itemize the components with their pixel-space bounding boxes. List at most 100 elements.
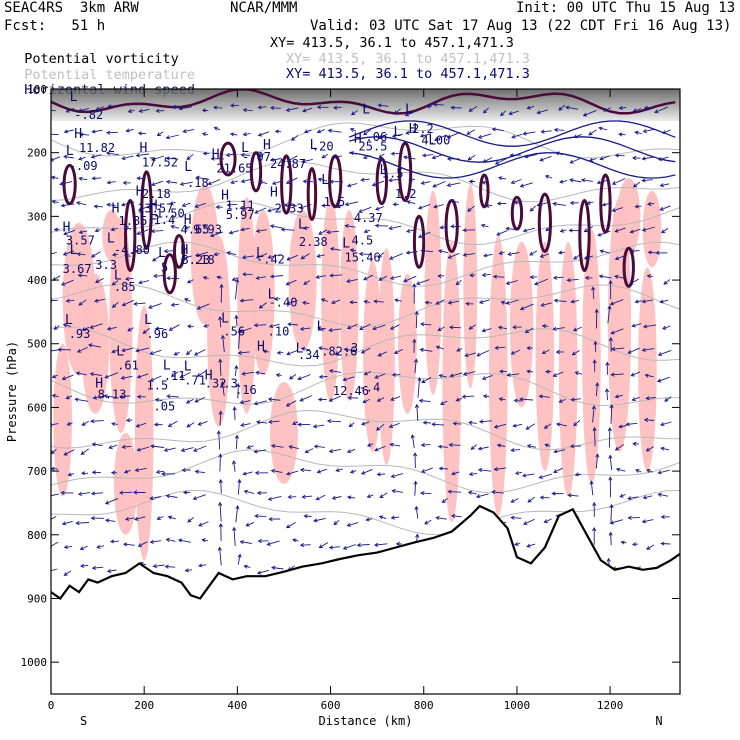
wind-arrow-17 — [302, 107, 313, 113]
annotation-letter-24: H — [112, 201, 120, 216]
wind-arrow-95 — [210, 156, 225, 161]
wind-arrow-498 — [592, 359, 597, 372]
wind-arrow-496 — [552, 371, 564, 377]
wind-arrow-440 — [343, 347, 356, 352]
wind-arrow-460 — [641, 347, 655, 352]
wind-arrow-401 — [389, 324, 400, 330]
wind-arrow-283 — [507, 251, 520, 257]
wind-arrow-463 — [61, 374, 74, 381]
annotation-value-28: 3.57 — [66, 233, 95, 247]
annotation-letter-17: L — [428, 133, 436, 148]
wind-arrow-137 — [207, 179, 221, 186]
wind-arrow-250 — [641, 226, 655, 232]
annotation-value-29: -4.80 — [114, 243, 150, 257]
wind-arrow-447 — [456, 347, 463, 352]
wind-arrow-355 — [331, 299, 341, 305]
wind-arrow-644 — [254, 470, 269, 475]
wind-arrow-558 — [232, 406, 237, 420]
wind-arrow-251 — [661, 227, 669, 234]
wind-arrow-269 — [300, 253, 310, 260]
wind-arrow-241 — [505, 226, 519, 231]
y-tick-label-0: 100 — [27, 83, 47, 96]
wind-arrow-207 — [634, 204, 642, 209]
y-tick-label-2: 300 — [27, 210, 47, 223]
wind-arrow-469 — [149, 375, 162, 382]
wind-arrow-201 — [536, 201, 549, 207]
wind-arrow-585 — [625, 422, 638, 427]
wind-contour-0 — [348, 120, 676, 147]
wind-arrow-594 — [136, 446, 150, 452]
wind-arrow-598 — [193, 445, 207, 452]
wind-arrow-293 — [655, 250, 668, 255]
wind-arrow-289 — [599, 249, 610, 254]
wind-arrow-266 — [255, 253, 268, 259]
wind-arrow-309 — [269, 274, 284, 279]
annotation-value-27: 1.4 — [154, 213, 176, 227]
wind-arrow-97 — [240, 152, 251, 158]
wind-arrow-555 — [186, 422, 195, 428]
pv-contour-1 — [140, 170, 153, 250]
wind-arrow-38 — [618, 105, 627, 111]
wind-arrow-108 — [403, 155, 416, 160]
wind-arrow-29 — [482, 107, 489, 114]
wind-arrow-720 — [134, 516, 146, 521]
wind-arrow-528 — [417, 376, 422, 398]
wind-arrow-372 — [591, 286, 596, 300]
annotation-value-4: 2.18 — [142, 187, 171, 201]
wind-arrow-333 — [628, 278, 639, 285]
wind-arrow-647 — [299, 467, 312, 473]
wind-arrow-801 — [91, 565, 104, 571]
wind-arrow-374 — [609, 299, 624, 306]
wind-arrow-142 — [285, 177, 298, 184]
wind-arrow-54 — [229, 132, 238, 137]
wind-arrow-405 — [448, 325, 462, 330]
wind-arrow-727 — [245, 521, 255, 527]
wind-arrow-368 — [519, 303, 534, 311]
wind-arrow-286 — [557, 250, 565, 255]
wind-arrow-73 — [511, 133, 523, 139]
wind-arrow-812 — [256, 569, 269, 575]
wind-arrow-247 — [597, 230, 611, 237]
x-axis-title: Distance (km) — [319, 714, 413, 728]
wind-arrow-567 — [361, 421, 370, 426]
wind-arrow-792 — [592, 526, 597, 545]
wind-arrow-69 — [446, 131, 461, 139]
wind-arrow-424 — [111, 349, 118, 354]
y-tick-label-8: 900 — [27, 592, 47, 605]
wind-arrow-690 — [315, 494, 326, 501]
annotation-letter-32: H — [181, 243, 189, 258]
wind-arrow-693 — [366, 494, 374, 499]
wind-arrow-364 — [465, 301, 474, 306]
wind-arrow-761 — [122, 542, 135, 547]
wind-arrow-30 — [499, 110, 507, 117]
wind-arrow-677 — [118, 490, 133, 495]
wind-arrow-305 — [216, 275, 223, 280]
wind-arrow-25 — [425, 104, 432, 109]
wind-arrow-649 — [335, 468, 343, 473]
wind-arrow-450 — [494, 345, 506, 350]
pv-contour-7 — [306, 167, 318, 222]
wind-arrow-232 — [374, 223, 389, 228]
wind-arrow-486 — [413, 358, 419, 374]
wind-arrow-139 — [240, 178, 254, 184]
wind-arrow-299 — [124, 276, 134, 281]
wind-arrow-16 — [285, 107, 299, 112]
wind-arrow-648 — [316, 468, 328, 474]
wind-arrow-2 — [77, 107, 90, 113]
wind-arrow-513 — [185, 398, 194, 404]
wind-arrow-436 — [286, 350, 298, 356]
wind-arrow-586 — [643, 417, 655, 423]
wind-arrow-638 — [161, 471, 176, 477]
wind-arrow-475 — [241, 371, 254, 376]
wind-arrow-100 — [286, 155, 298, 162]
wind-arrow-388 — [203, 323, 210, 328]
annotation-value-6: .18 — [187, 176, 209, 190]
wind-arrow-59 — [303, 129, 312, 134]
wind-arrow-349 — [239, 298, 254, 303]
wind-arrow-465 — [89, 372, 102, 377]
wind-arrow-760 — [109, 539, 119, 544]
wind-arrow-224 — [255, 228, 267, 233]
annotation-value-0: -.82 — [74, 108, 103, 122]
wind-arrow-548 — [81, 420, 89, 426]
wind-arrow-616 — [470, 444, 477, 451]
